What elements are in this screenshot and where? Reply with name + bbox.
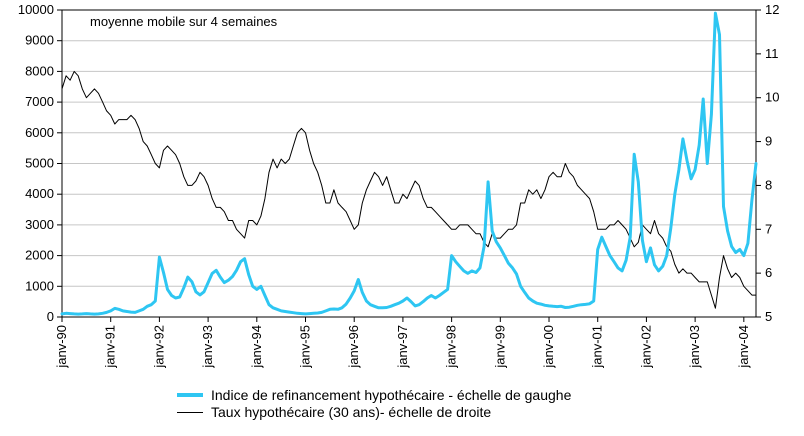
legend-label-rate: Taux hypothécaire (30 ans)- échelle de d…	[211, 404, 492, 420]
x-tick-label: janv-90	[54, 325, 69, 369]
y-left-tick-label: 1000	[25, 278, 54, 293]
y-left-tick-label: 8000	[25, 63, 54, 78]
x-tick-label: janv-98	[444, 325, 459, 369]
series-rate-line	[61, 70, 757, 309]
y-left-tick-label: 0	[47, 309, 54, 324]
y-right-tick-label: 12	[765, 2, 779, 17]
y-left-tick-label: 3000	[25, 217, 54, 232]
x-tick-label: janv-02	[638, 325, 653, 369]
y-left-tick-label: 6000	[25, 125, 54, 140]
x-tick-label: janv-97	[395, 325, 410, 369]
y-left-tick-label: 2000	[25, 248, 54, 263]
y-left-tick-label: 4000	[25, 186, 54, 201]
x-tick-label: janv-94	[249, 325, 264, 369]
y-right-tick-label: 8	[765, 177, 772, 192]
x-tick-label: janv-03	[687, 325, 702, 369]
legend-line-rate-icon	[177, 411, 203, 413]
x-tick-label: janv-96	[346, 325, 361, 369]
plot-area: 0 1000 2000 3000 4000 5000 6000 7000 8000 9000 100…	[18, 2, 780, 369]
y-right-tick-label: 11	[765, 46, 779, 61]
y-left-tick-label: 10000	[18, 2, 54, 17]
legend-item-mortgage-rate: Taux hypothécaire (30 ans)- échelle de d…	[177, 404, 627, 420]
legend-label-refinance: Indice de refinancement hypothécaire - é…	[211, 387, 572, 403]
legend-item-refinance-index: Indice de refinancement hypothécaire - é…	[177, 387, 627, 403]
x-tick-label: janv-04	[736, 325, 751, 369]
y-right-tick-label: 9	[765, 134, 772, 149]
series-refinance-line	[60, 11, 758, 316]
x-tick-label: janv-92	[151, 325, 166, 369]
x-tick-label: janv-01	[590, 325, 605, 369]
legend-line-refinance-icon	[177, 393, 203, 397]
y-left-tick-label: 9000	[25, 33, 54, 48]
y-right-tick-label: 7	[765, 221, 772, 236]
x-tick-label: janv-99	[492, 325, 507, 369]
y-right-tick-label: 5	[765, 309, 772, 324]
y-right-tick-label: 10	[765, 90, 779, 105]
x-tick-label: janv-00	[541, 325, 556, 369]
y-left-tick-label: 5000	[25, 156, 54, 171]
y-left-tick-label: 7000	[25, 94, 54, 109]
x-tick-label: janv-95	[298, 325, 313, 369]
legend: Indice de refinancement hypothécaire - é…	[0, 387, 804, 420]
annotation-moving-average: moyenne mobile sur 4 semaines	[90, 14, 278, 29]
x-tick-label: janv-93	[200, 325, 215, 369]
x-tick-label: janv-91	[103, 325, 118, 369]
y-right-tick-label: 6	[765, 265, 772, 280]
